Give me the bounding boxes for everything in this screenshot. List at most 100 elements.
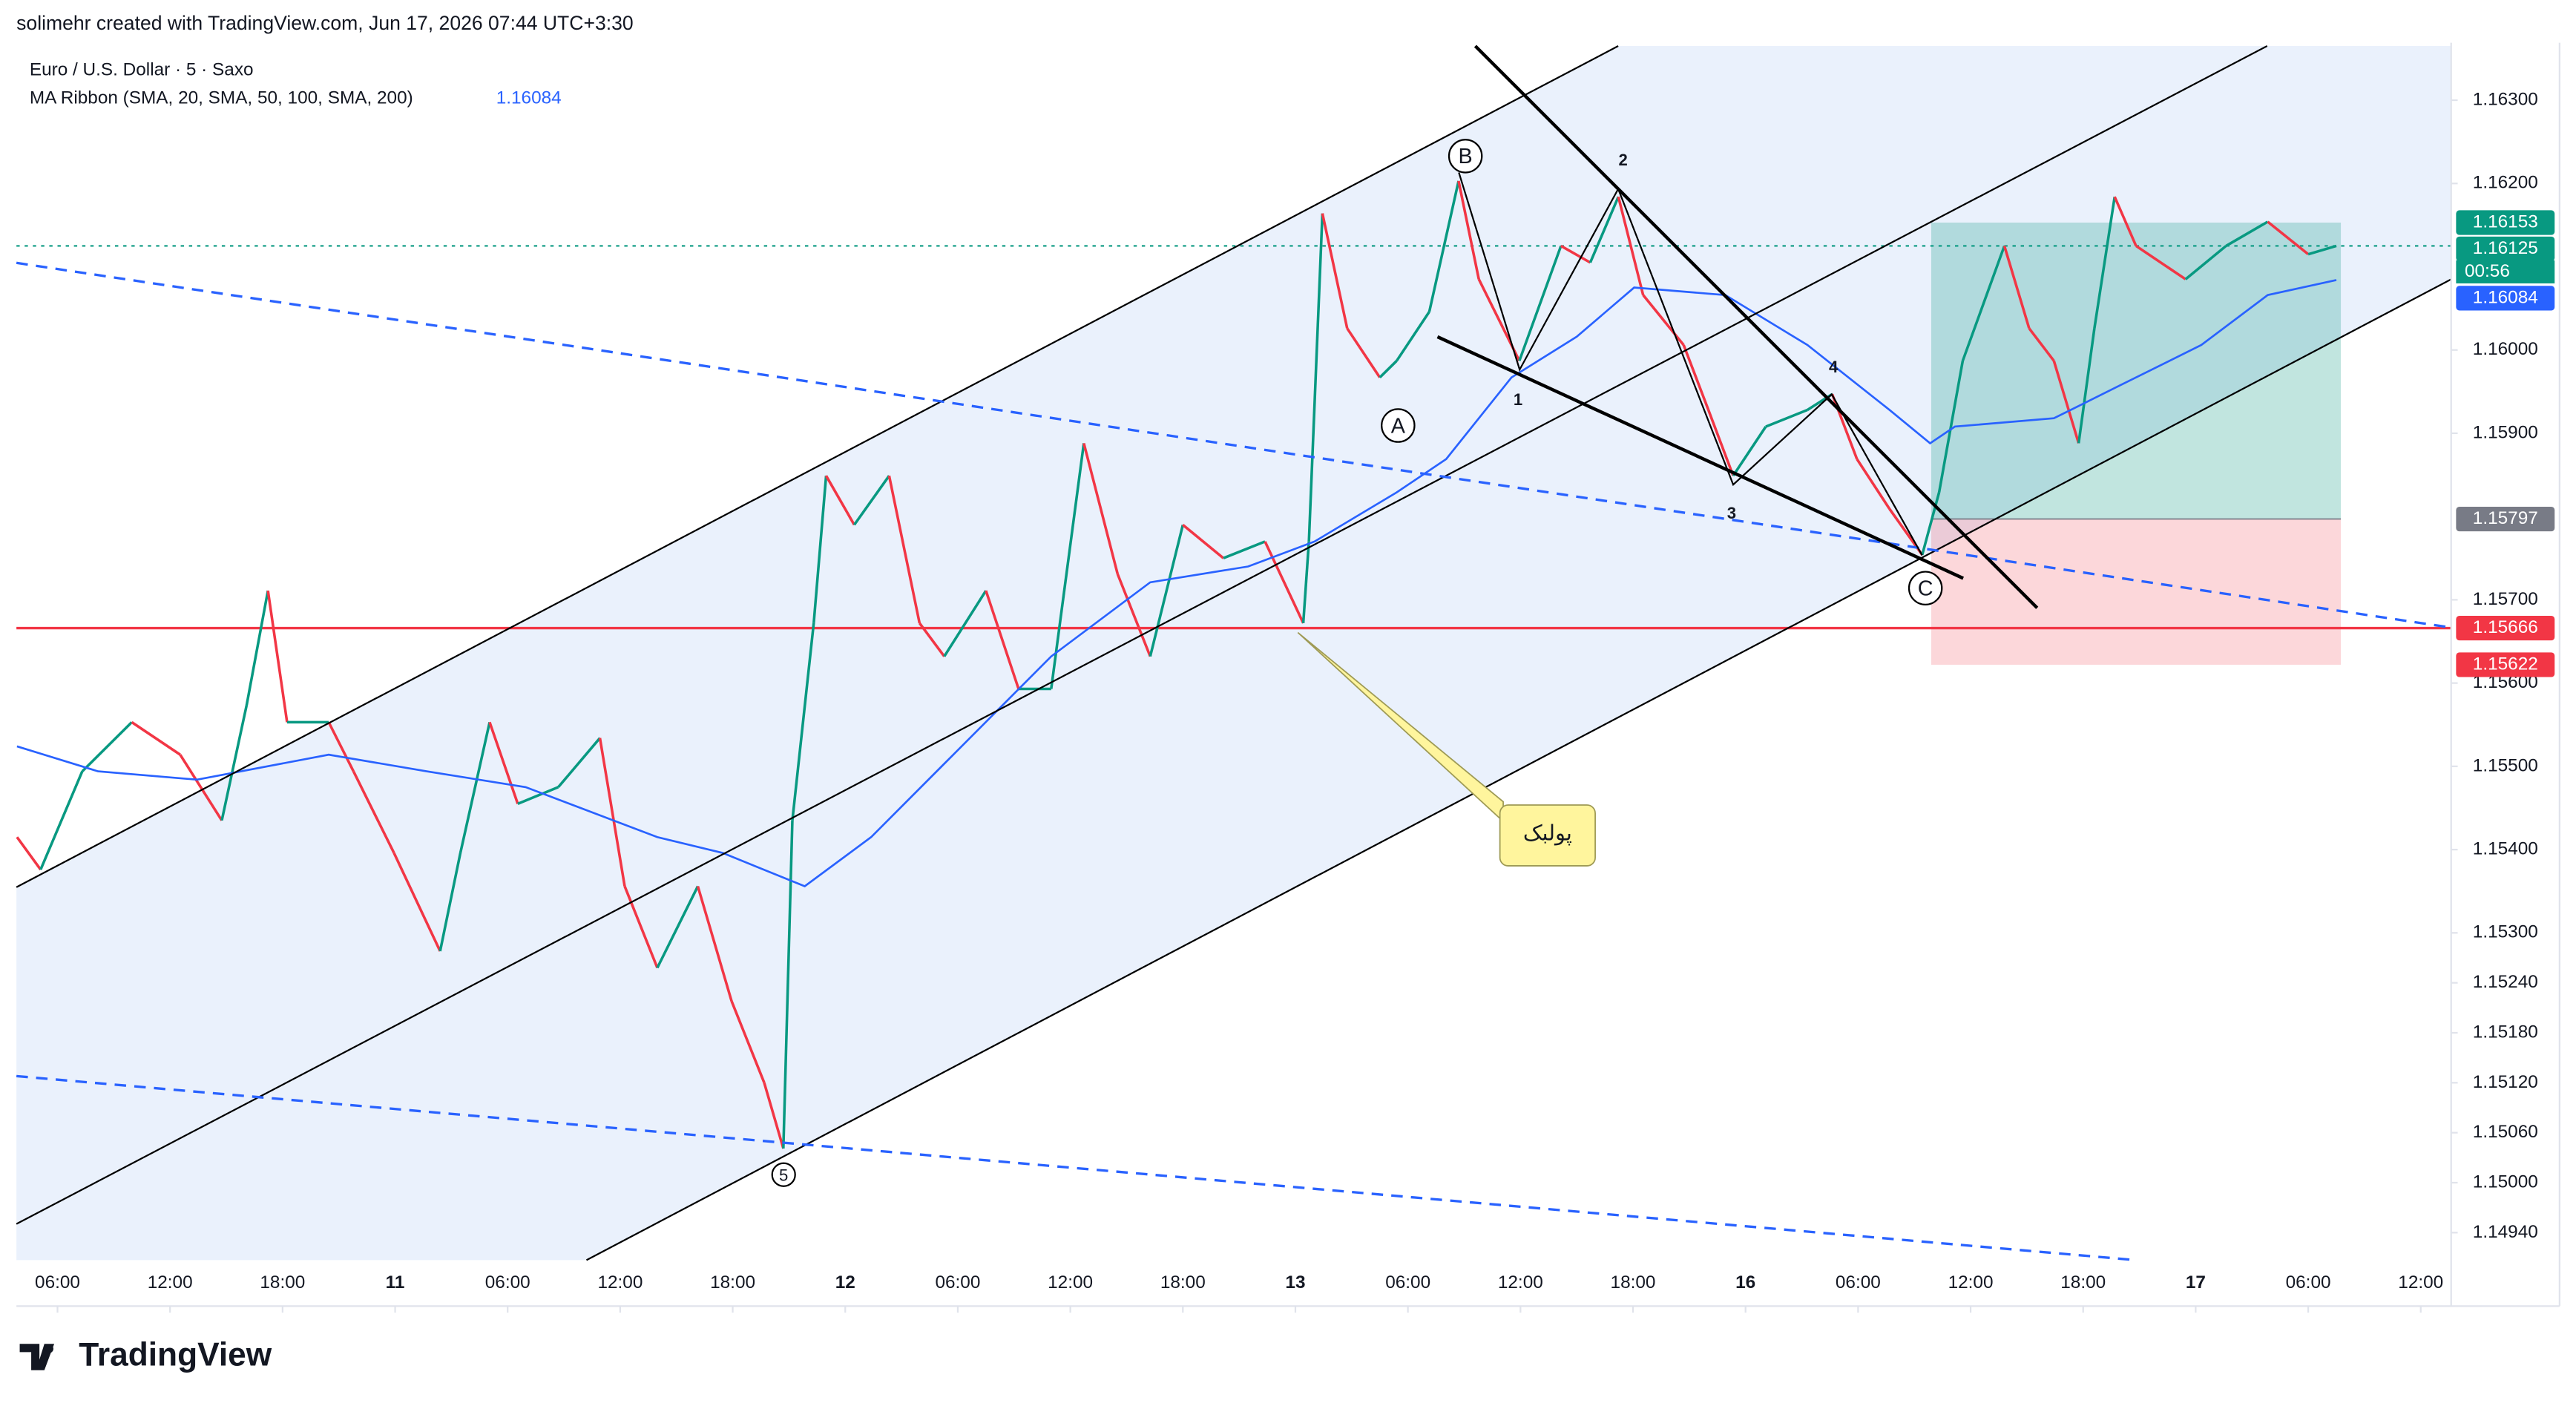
price-segment xyxy=(1379,360,1398,379)
dashed-trend xyxy=(16,261,2451,629)
channel-middle xyxy=(16,45,2268,1225)
y-tick-label: 1.15120 xyxy=(2473,1072,2538,1092)
countdown-bg xyxy=(2456,260,2555,283)
price-segment xyxy=(81,721,133,772)
price-segment xyxy=(887,475,921,624)
price-segment xyxy=(1856,458,1891,510)
x-tick-label: 06:00 xyxy=(1836,1272,1881,1292)
wave-circle xyxy=(1908,571,1943,605)
x-tick-label: 12:00 xyxy=(1048,1272,1093,1292)
x-tick-label: 11 xyxy=(386,1272,405,1292)
price-segment xyxy=(1588,196,1620,263)
y-tick-label: 1.15500 xyxy=(2473,755,2538,775)
price-segment xyxy=(2028,327,2055,362)
price-badge-label: 1.15622 xyxy=(2473,654,2538,674)
channel-upper xyxy=(16,45,1619,888)
price-segment xyxy=(1307,213,1324,542)
price-segment xyxy=(2077,328,2096,444)
price-segment xyxy=(1617,196,1645,296)
price-segment xyxy=(1765,408,1808,428)
logo: TradingView xyxy=(19,1337,272,1373)
wedge-top xyxy=(1473,45,2039,609)
price-segment xyxy=(623,885,659,969)
price-segment xyxy=(16,836,42,871)
price-segment xyxy=(392,852,441,952)
countdown: 00:56 xyxy=(2465,261,2510,281)
price-badge-label: 1.16153 xyxy=(2473,211,2538,231)
point-label: 3 xyxy=(1727,504,1736,522)
x-tick-label: 16 xyxy=(1735,1272,1755,1292)
x-tick-label: 18:00 xyxy=(2060,1272,2106,1292)
y-tick-label: 1.16200 xyxy=(2473,173,2538,193)
x-tick-label: 06:00 xyxy=(35,1272,80,1292)
price-segment xyxy=(1116,573,1151,657)
wave-circle xyxy=(771,1162,796,1187)
y-tick-label: 1.15300 xyxy=(2473,922,2538,942)
price-badge-label: 1.16125 xyxy=(2473,238,2538,258)
price-badge xyxy=(2456,286,2555,311)
price-segment xyxy=(1396,311,1430,362)
header: solimehr created with TradingView.com, J… xyxy=(16,12,634,34)
wave-circle xyxy=(1381,408,1416,443)
price-segment xyxy=(131,720,181,756)
price-segment xyxy=(1264,541,1305,624)
price-segment xyxy=(2135,244,2186,280)
callout-box xyxy=(1499,804,1596,867)
y-tick-label: 1.16300 xyxy=(2473,89,2538,109)
price-segment xyxy=(2267,220,2310,256)
stop-zone xyxy=(1931,519,2342,665)
price-segment xyxy=(1427,180,1460,312)
logo-text: TradingView xyxy=(79,1337,272,1373)
x-tick-label: 06:00 xyxy=(935,1272,980,1292)
channel-background xyxy=(16,46,2451,1261)
price-segment xyxy=(352,770,395,854)
x-tick-label: 12:00 xyxy=(2398,1272,2443,1292)
price-segment xyxy=(1149,524,1185,657)
header-bg xyxy=(0,0,2576,43)
wedge-bottom xyxy=(1436,335,1964,580)
price-segment xyxy=(1346,327,1381,378)
price-segment xyxy=(557,737,601,789)
wave-zigzag xyxy=(1458,172,1923,556)
price-badge-label: 1.15797 xyxy=(2473,508,2538,528)
price-segment xyxy=(824,475,855,526)
price-segment xyxy=(1921,492,1941,556)
price-segment xyxy=(266,590,289,723)
y-tick-label: 1.15900 xyxy=(2473,422,2538,442)
price-badge xyxy=(2456,652,2555,677)
price-segment xyxy=(1560,244,1591,264)
logo-icon xyxy=(45,1344,53,1353)
chart-title: Euro / U.S. Dollar · 5 · Saxo xyxy=(30,60,254,80)
point-label: 4 xyxy=(1829,358,1839,376)
price-segment xyxy=(918,622,946,657)
x-tick-label: 18:00 xyxy=(260,1272,305,1292)
price-segment xyxy=(1518,245,1563,361)
price-segment xyxy=(2225,220,2269,247)
wave-label: A xyxy=(1391,414,1406,438)
price-segment xyxy=(245,590,269,706)
price-badge xyxy=(2456,210,2555,235)
price-segment xyxy=(2113,196,2138,247)
wave-label: C xyxy=(1918,577,1933,601)
wave-circle xyxy=(1448,139,1483,174)
price-segment xyxy=(656,885,700,969)
price-segment xyxy=(812,476,828,623)
price-segment xyxy=(730,1000,766,1083)
y-tick-label: 1.15060 xyxy=(2473,1122,2538,1142)
drawings xyxy=(16,45,2452,1262)
price-badge xyxy=(2456,236,2555,262)
price-badge-label: 1.16084 xyxy=(2473,287,2538,307)
price-segment xyxy=(327,721,355,772)
price-segment xyxy=(598,738,626,887)
price-segment xyxy=(1223,540,1266,559)
wave-label: B xyxy=(1459,145,1473,168)
price-segment xyxy=(2093,196,2116,329)
price-segment xyxy=(1682,344,1710,411)
channel-fill xyxy=(16,46,2451,1261)
price-segment xyxy=(1961,245,2006,361)
price-segment xyxy=(1321,213,1349,329)
x-tick-label: 12:00 xyxy=(1948,1272,1994,1292)
ma-line xyxy=(16,279,2337,887)
y-tick-label: 1.15700 xyxy=(2473,589,2538,609)
target-zone xyxy=(1931,223,2342,519)
